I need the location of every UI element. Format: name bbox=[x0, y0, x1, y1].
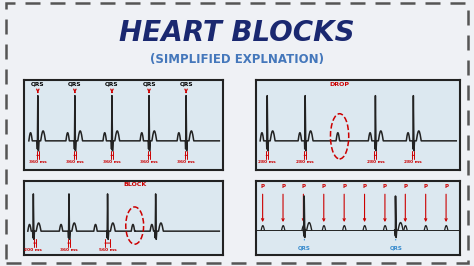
Text: P: P bbox=[322, 184, 326, 221]
Text: 280 ms: 280 ms bbox=[366, 160, 384, 164]
Text: 360 ms: 360 ms bbox=[140, 160, 158, 164]
Text: 360 ms: 360 ms bbox=[29, 160, 46, 164]
Text: 360 ms: 360 ms bbox=[66, 160, 84, 164]
Text: P: P bbox=[281, 184, 285, 221]
Text: 360 ms: 360 ms bbox=[177, 160, 195, 164]
Text: 360 ms: 360 ms bbox=[103, 160, 121, 164]
Text: 280 ms: 280 ms bbox=[404, 160, 422, 164]
Text: P: P bbox=[424, 184, 428, 221]
Text: QRS: QRS bbox=[389, 239, 402, 251]
Text: P: P bbox=[301, 184, 305, 221]
Text: P: P bbox=[403, 184, 407, 221]
Text: HEART BLOCKS: HEART BLOCKS bbox=[119, 19, 355, 47]
Text: QRS: QRS bbox=[105, 82, 118, 92]
Text: DROP: DROP bbox=[329, 82, 350, 87]
Text: QRS: QRS bbox=[31, 82, 45, 92]
Text: QRS: QRS bbox=[179, 82, 193, 92]
Text: 280 ms: 280 ms bbox=[296, 160, 314, 164]
Text: 200 ms: 200 ms bbox=[24, 248, 42, 252]
Text: QRS: QRS bbox=[142, 82, 156, 92]
Text: (SIMPLIFIED EXPLNATION): (SIMPLIFIED EXPLNATION) bbox=[150, 53, 324, 66]
Text: QRS: QRS bbox=[298, 239, 311, 251]
Text: QRS: QRS bbox=[68, 82, 82, 92]
Text: P: P bbox=[342, 184, 346, 221]
Text: 360 ms: 360 ms bbox=[60, 248, 78, 252]
Text: 560 ms: 560 ms bbox=[99, 248, 117, 252]
Text: P: P bbox=[363, 184, 366, 221]
Text: P: P bbox=[444, 184, 448, 221]
Text: P: P bbox=[261, 184, 264, 221]
Text: 280 ms: 280 ms bbox=[258, 160, 276, 164]
Text: BLOCK: BLOCK bbox=[123, 182, 146, 187]
Text: P: P bbox=[383, 184, 387, 221]
